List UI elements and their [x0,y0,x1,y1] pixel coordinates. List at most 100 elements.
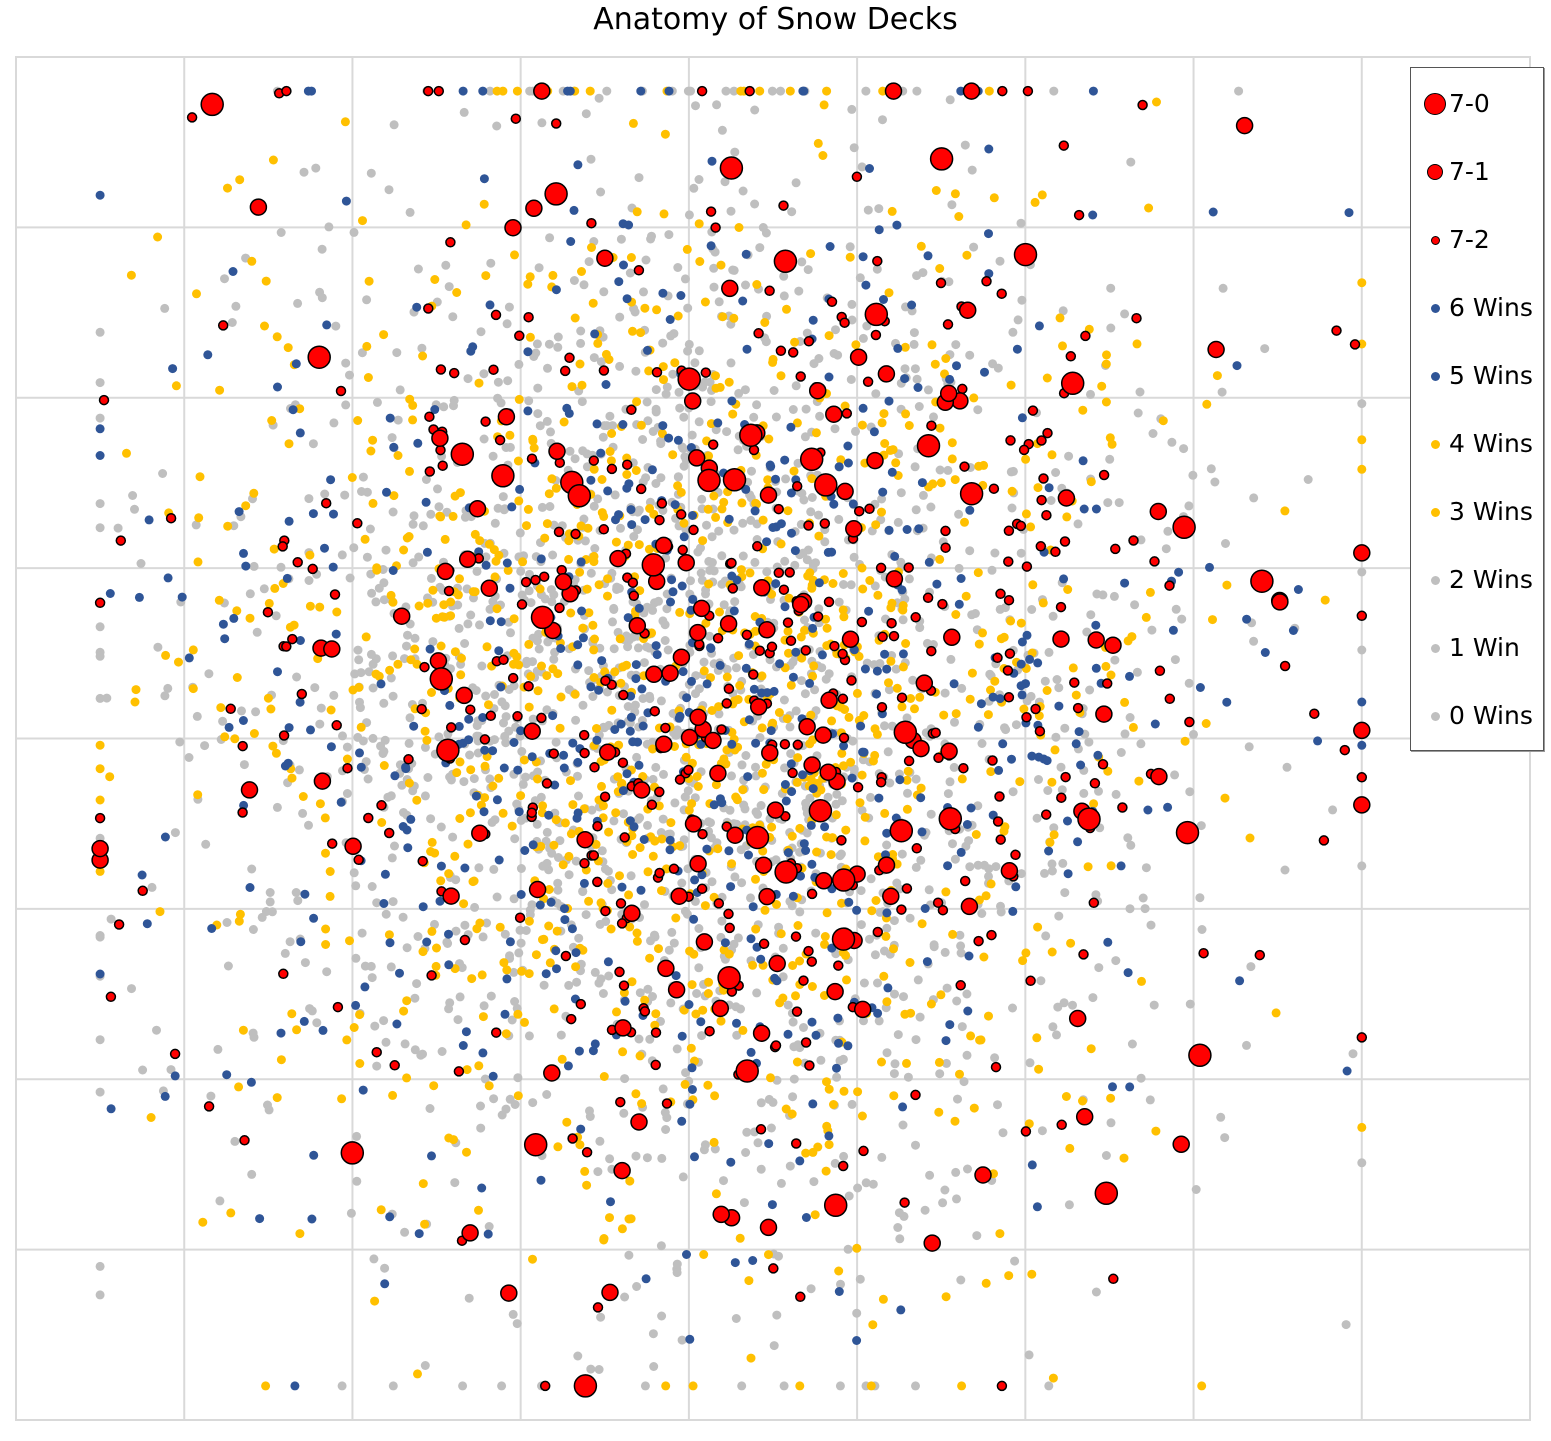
point-3-wins [824,331,834,341]
point-4-wins [752,280,762,289]
point-4-wins [523,504,533,514]
point-5-wins [684,1000,694,1009]
point-3-wins [901,409,911,419]
point-2-wins [1357,399,1367,409]
point-2-wins [596,357,606,367]
point-6-wins [795,1156,805,1166]
point-5-wins [750,506,760,516]
point-3-wins [549,840,559,850]
point-4-wins [900,342,910,352]
point-7-2 [986,929,997,941]
point-4-wins [232,673,242,682]
point-0-wins [640,1381,650,1391]
point-0-wins [481,691,491,701]
point-1-win [423,773,433,782]
point-4-wins [810,1210,820,1220]
point-3-wins [1119,1153,1129,1163]
point-7-2 [424,466,436,477]
point-2-wins [811,928,821,938]
point-5-wins [898,649,908,659]
point-1-win [420,791,430,801]
point-5-wins [689,914,699,924]
point-2-wins [678,1172,688,1182]
point-4-wins [699,1250,709,1259]
point-2-wins [571,856,581,866]
point-2-wins [849,552,859,562]
point-2-wins [533,383,543,393]
point-2-wins [337,550,347,560]
point-2-wins [882,923,892,933]
point-0-wins [1218,283,1228,293]
point-4-wins [1021,948,1031,958]
point-6-wins [667,575,677,585]
point-2-wins [717,125,727,135]
point-4-wins [455,757,465,767]
point-2-wins [898,1120,908,1130]
point-3-wins [126,270,136,280]
point-7-2 [992,652,1003,664]
point-7-2 [520,576,532,588]
point-4-wins [531,950,541,960]
point-0-wins [1328,805,1338,815]
point-1-win [730,597,740,607]
point-1-win [787,901,797,911]
point-3-wins [772,900,781,909]
point-7-2 [383,827,395,839]
point-4-wins [544,489,554,499]
point-2-wins [815,411,825,421]
point-3-wins [376,1205,386,1215]
point-3-wins [513,1009,523,1019]
point-2-wins [95,523,105,533]
point-2-wins [586,154,596,164]
point-3-wins [587,243,596,252]
point-4-wins [1197,1381,1207,1391]
point-1-win [426,509,436,519]
point-7-2 [445,722,457,733]
point-2-wins [918,268,928,278]
point-1-win [890,989,899,999]
point-1-win [1054,683,1064,693]
point-4-wins [902,1058,911,1068]
point-0-wins [1048,611,1058,621]
point-7-0 [200,92,224,117]
point-4-wins [517,966,527,976]
point-7-1 [692,599,711,618]
point-0-wins [368,733,378,743]
point-3-wins [488,781,498,791]
point-0-wins [711,425,721,435]
point-6-wins [988,692,998,702]
point-7-0 [436,738,460,763]
point-7-1 [504,218,522,237]
point-7-2 [281,641,292,652]
point-3-wins [707,706,717,715]
point-4-wins [724,949,734,959]
point-3-wins [379,330,389,340]
point-4-wins [902,775,912,785]
point-2-wins [576,338,586,348]
point-6-wins [241,561,251,571]
point-4-wins [459,899,469,909]
point-3-wins [950,475,960,485]
point-2-wins [694,684,704,694]
point-7-2 [864,503,875,515]
point-0-wins [113,523,123,533]
point-3-wins [430,275,440,284]
point-2-wins [365,524,375,534]
point-6-wins [820,822,830,832]
point-1-win [977,739,987,748]
point-1-win [720,177,730,187]
point-5-wins [1150,719,1160,729]
point-4-wins [544,885,554,894]
point-7-1 [632,781,651,799]
point-3-wins [524,639,534,649]
point-5-wins [496,617,506,627]
point-5-wins [560,904,569,914]
point-3-wins [651,1009,661,1019]
point-3-wins [268,741,278,751]
point-5-wins [834,462,844,472]
point-7-2 [453,1066,465,1077]
point-1-win [595,1136,605,1146]
point-1-win [379,578,389,588]
point-1-win [730,147,740,157]
point-1-win [95,932,105,942]
